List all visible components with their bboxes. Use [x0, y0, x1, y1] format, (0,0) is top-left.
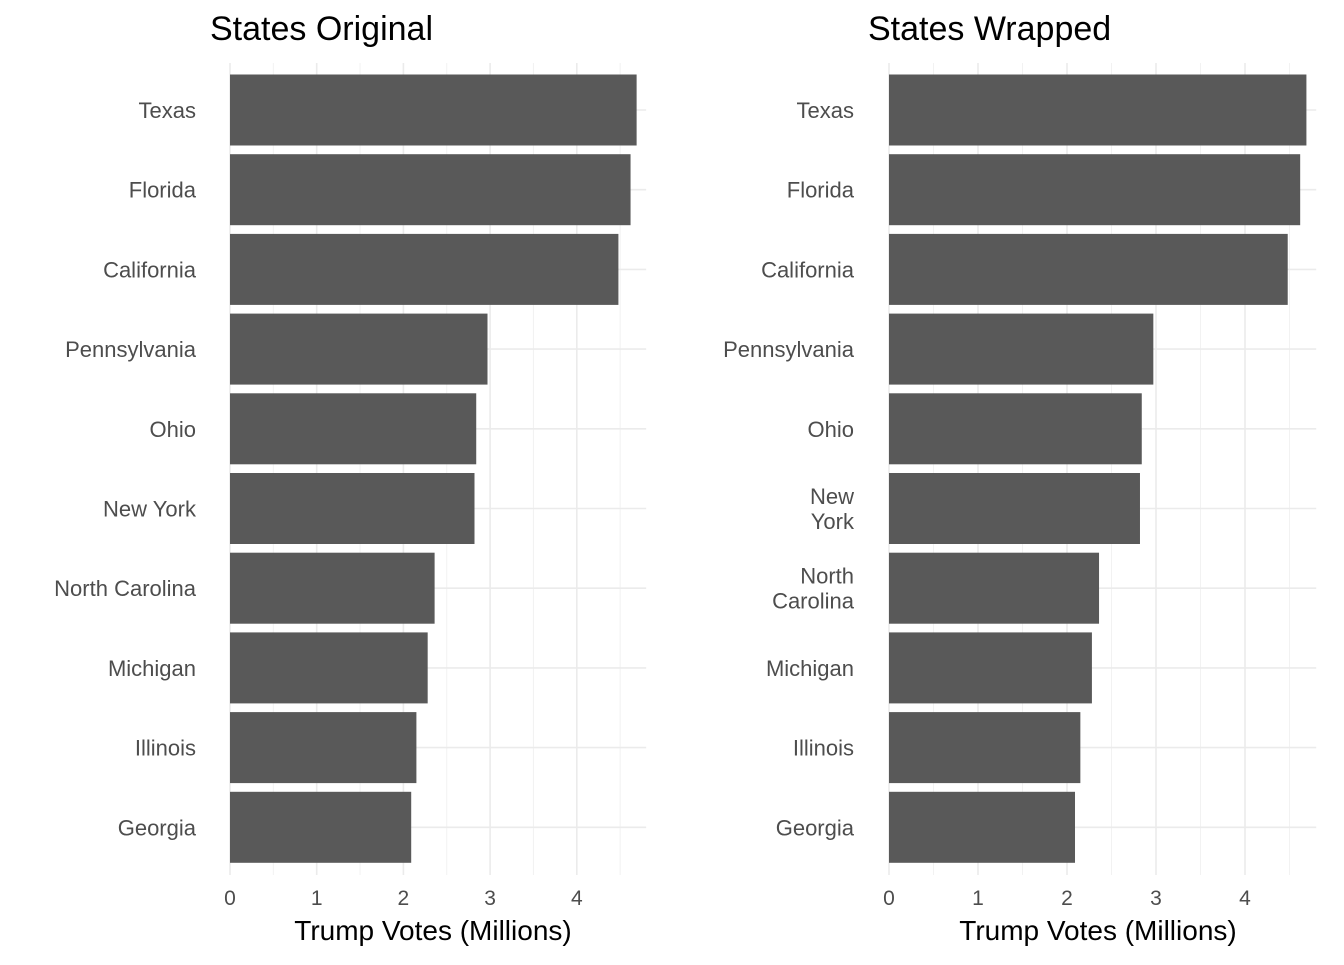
category-label: Texas — [797, 98, 854, 123]
category-labels: Texas Florida California Pennsylvania Ohio Ne… — [54, 98, 197, 840]
category-label: Illinois — [793, 736, 854, 761]
x-tick-label: 2 — [1061, 887, 1073, 910]
category-label: Illinois — [135, 736, 196, 761]
bar-california — [889, 233, 1288, 305]
category-label: Pennsylvania — [723, 337, 855, 362]
x-tick-labels: 0 1 2 3 4 — [224, 887, 583, 910]
bar-pennsylvania — [230, 313, 488, 385]
x-tick-label: 2 — [398, 887, 410, 910]
category-label: Michigan — [766, 656, 854, 681]
category-label: Georgia — [776, 815, 855, 840]
category-label: Florida — [787, 178, 855, 203]
category-label: California — [761, 257, 855, 282]
bar-ohio — [889, 393, 1142, 465]
bar-chart-wrapped: Texas Florida California Pennsylvania Ohio Ne… — [723, 10, 1317, 946]
bar-illinois — [230, 712, 417, 784]
x-tick-label: 3 — [484, 887, 496, 910]
bar-new-york — [230, 473, 475, 544]
x-tick-labels: 0 1 2 3 4 — [883, 887, 1251, 910]
x-tick-label: 4 — [1239, 887, 1251, 910]
chart-title: States Original — [210, 10, 433, 48]
category-label: California — [103, 257, 197, 282]
x-tick-label: 0 — [224, 887, 236, 910]
x-axis-title: Trump Votes (Millions) — [959, 915, 1236, 946]
bar-georgia — [889, 791, 1076, 863]
bar-michigan — [230, 632, 428, 704]
category-label: New York — [810, 484, 855, 534]
bars — [889, 74, 1307, 863]
chart-panel-states-original: Texas Florida California Pennsylvania Ohio Ne… — [0, 0, 672, 960]
bar-california — [230, 233, 619, 305]
x-tick-label: 1 — [972, 887, 984, 910]
x-tick-label: 1 — [311, 887, 323, 910]
category-label: New York — [103, 497, 197, 522]
bar-north-carolina — [230, 552, 435, 624]
chart-title: States Wrapped — [868, 10, 1111, 48]
x-tick-label: 4 — [571, 887, 583, 910]
bar-chart-original: Texas Florida California Pennsylvania Ohio Ne… — [54, 10, 647, 946]
category-label: North Carolina — [54, 576, 197, 601]
bar-illinois — [889, 712, 1081, 784]
category-label: Georgia — [118, 815, 197, 840]
bar-florida — [230, 154, 631, 226]
bar-florida — [889, 154, 1301, 226]
category-label: Florida — [129, 178, 197, 203]
bars — [230, 74, 637, 863]
bar-texas — [230, 74, 637, 146]
category-label: Pennsylvania — [65, 337, 197, 362]
category-label: North Carolina — [772, 564, 855, 614]
category-labels: Texas Florida California Pennsylvania Ohio Ne… — [723, 98, 855, 840]
bar-north-carolina — [889, 552, 1100, 624]
category-label: Texas — [139, 98, 196, 123]
x-tick-label: 0 — [883, 887, 895, 910]
bar-ohio — [230, 393, 477, 465]
chart-panel-states-wrapped: Texas Florida California Pennsylvania Ohio Ne… — [672, 0, 1344, 960]
bar-new-york — [889, 473, 1140, 544]
category-label: Michigan — [108, 656, 196, 681]
bar-georgia — [230, 791, 412, 863]
category-label: Ohio — [808, 417, 854, 442]
bar-michigan — [889, 632, 1092, 704]
x-tick-label: 3 — [1150, 887, 1162, 910]
bar-texas — [889, 74, 1307, 146]
category-label: Ohio — [150, 417, 196, 442]
x-axis-title: Trump Votes (Millions) — [294, 915, 571, 946]
bar-pennsylvania — [889, 313, 1154, 385]
